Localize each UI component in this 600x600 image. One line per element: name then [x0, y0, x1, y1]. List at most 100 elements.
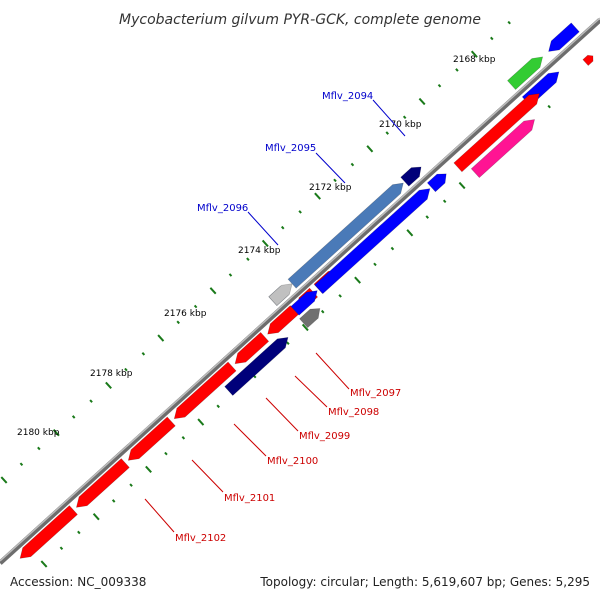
backbone-highlight — [0, 17, 600, 562]
tick-mark — [314, 192, 321, 200]
tick-mark — [209, 287, 217, 295]
tick-mark — [286, 341, 290, 345]
gene-label-mflv-2097: Mflv_2097 — [350, 388, 401, 399]
accession-text: Accession: NC_009338 — [10, 575, 146, 589]
tick-mark — [124, 367, 128, 372]
gene-label-mflv-2101: Mflv_2101 — [224, 493, 275, 504]
gene-arrow-blue-top — [548, 22, 580, 52]
tick-mark — [442, 199, 447, 204]
outer-gene-labels: Mflv_2094 Mflv_2095 Mflv_2096 — [197, 91, 406, 246]
gene-arrow-blue — [426, 173, 447, 193]
tick-mark — [52, 429, 60, 437]
leader-line — [233, 423, 267, 457]
tick-mark — [390, 246, 395, 251]
gene-label-mflv-2096: Mflv_2096 — [197, 203, 248, 214]
kbp-label-2178: 2178 kbp — [90, 369, 133, 379]
kbp-label-2180: 2180 kbp — [17, 428, 60, 438]
gene-track — [19, 22, 594, 559]
tick-mark — [373, 262, 377, 267]
backbone-line — [0, 18, 600, 565]
tick-mark — [111, 499, 116, 503]
tick-mark — [418, 97, 426, 106]
leader-line — [294, 375, 328, 408]
tick-mark — [216, 404, 220, 409]
tick-mark — [164, 451, 168, 456]
outer-tick-row — [0, 20, 511, 484]
tick-mark — [320, 309, 325, 314]
kbp-label-2172: 2172 kbp — [309, 183, 352, 193]
leader-line — [144, 498, 175, 533]
leader-line — [247, 211, 279, 246]
tick-mark — [280, 225, 285, 230]
tick-mark — [141, 352, 146, 356]
gene-arrow-blue — [314, 188, 431, 295]
leader-line — [265, 397, 299, 432]
tick-mark — [298, 210, 302, 214]
tick-mark — [157, 334, 165, 342]
tick-mark — [338, 294, 342, 298]
leader-line — [191, 459, 224, 493]
tick-mark — [455, 68, 459, 72]
gene-arrow-red-small — [582, 54, 594, 66]
inner-tick-row — [40, 104, 551, 568]
tick-mark — [193, 304, 198, 309]
gene-arrow-red — [19, 505, 78, 559]
kbp-label-2176: 2176 kbp — [164, 309, 207, 319]
tick-mark — [37, 446, 41, 451]
gene-arrow-red — [173, 361, 237, 420]
gene-arrow-red — [267, 305, 299, 335]
tick-mark — [71, 415, 76, 419]
tick-mark — [145, 465, 152, 474]
tick-mark — [354, 276, 361, 284]
gene-label-mflv-2094: Mflv_2094 — [322, 91, 373, 102]
tick-mark — [92, 513, 100, 521]
tick-mark — [437, 83, 442, 88]
gene-label-mflv-2098: Mflv_2098 — [328, 407, 379, 418]
tick-mark — [105, 381, 112, 390]
gene-label-mflv-2100: Mflv_2100 — [267, 456, 318, 467]
gene-arrow-mflv-2099 — [224, 336, 289, 396]
gene-arrow-red — [127, 416, 176, 461]
gene-arrow-red — [75, 458, 130, 508]
kbp-label-2168: 2168 kbp — [453, 55, 496, 65]
tick-mark — [458, 181, 466, 190]
gene-arrow-red — [453, 93, 540, 173]
leader-line — [315, 152, 346, 184]
tick-mark — [197, 418, 205, 426]
tick-mark — [228, 273, 233, 277]
map-title: Mycobacterium gilvum PYR-GCK, complete g… — [119, 12, 481, 28]
tick-mark — [59, 546, 64, 551]
tick-mark — [406, 229, 414, 237]
tick-mark — [40, 560, 48, 568]
tick-mark — [77, 530, 81, 535]
tick-mark — [350, 162, 355, 167]
kbp-label-2174: 2174 kbp — [238, 246, 281, 256]
kbp-label-2170: 2170 kbp — [379, 120, 422, 130]
gene-label-mflv-2095: Mflv_2095 — [265, 143, 316, 154]
tick-mark — [333, 178, 337, 183]
tick-mark — [366, 145, 374, 153]
gene-arrow-mflv-2096 — [268, 283, 293, 307]
gene-label-mflv-2102: Mflv_2102 — [175, 533, 226, 544]
tick-mark — [176, 320, 180, 325]
tick-mark — [89, 399, 93, 403]
tick-mark — [129, 483, 133, 487]
gene-arrow-blue — [290, 290, 318, 316]
tick-mark — [246, 257, 250, 261]
tick-mark — [385, 131, 390, 135]
tick-mark — [490, 36, 494, 41]
gene-arrow-magenta — [470, 119, 535, 179]
tick-mark — [0, 476, 8, 484]
tick-mark — [470, 50, 478, 58]
gene-arrow-mflv-2095 — [287, 182, 404, 289]
gene-label-mflv-2099: Mflv_2099 — [299, 431, 350, 442]
gene-arrow-red — [234, 331, 270, 365]
gene-arrow-mflv-2094 — [400, 166, 422, 187]
topology-text: Topology: circular; Length: 5,619,607 bp… — [259, 575, 590, 589]
leader-line — [315, 352, 350, 390]
tick-mark — [547, 104, 551, 109]
tick-mark — [261, 239, 269, 248]
inner-gene-labels: Mflv_2097 Mflv_2098 Mflv_2099 Mflv_2100 … — [144, 352, 401, 544]
leader-line — [372, 99, 406, 137]
